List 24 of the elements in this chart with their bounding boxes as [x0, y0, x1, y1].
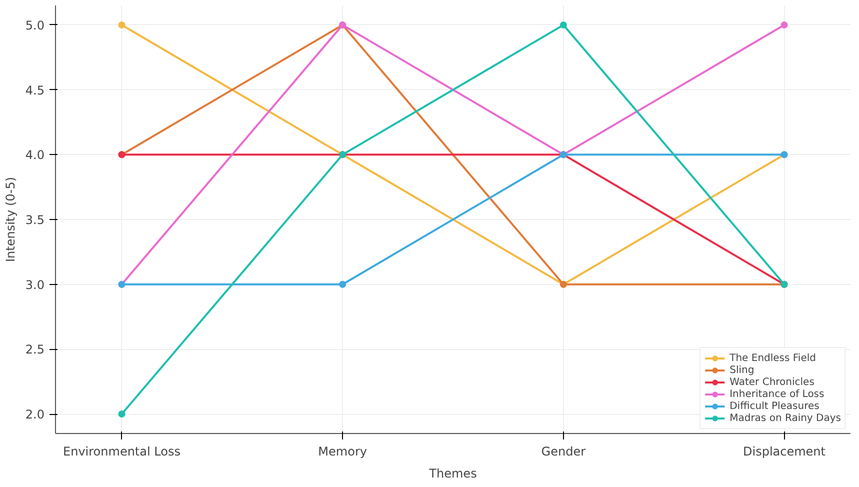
y-tick-label: 2.5	[25, 342, 45, 357]
x-tick-label: Memory	[318, 444, 367, 458]
point	[118, 410, 126, 418]
y-tick-label: 3.0	[25, 278, 45, 292]
legend-label: Difficult Pleasures	[730, 400, 820, 412]
point	[780, 21, 788, 28]
point	[339, 280, 346, 288]
y-axis-title: Intensity (0-5)	[3, 176, 18, 262]
x-axis-title: Themes	[428, 466, 477, 480]
point	[560, 21, 567, 28]
legend-label: The Endless Field	[730, 352, 816, 364]
x-tick-label: Environmental Loss	[63, 444, 180, 458]
legend-label: Water Chronicles	[730, 376, 814, 388]
y-tick-label: 3.5	[25, 213, 45, 227]
point	[118, 21, 126, 28]
legend-label: Madras on Rainy Days	[730, 412, 841, 424]
y-tick-label: 5.0	[25, 18, 45, 32]
legend-label: Inheritance of Loss	[730, 388, 824, 400]
legend-label: Sling	[730, 364, 754, 376]
y-tick-label: 4.5	[25, 83, 45, 98]
y-tick-label: 2.0	[25, 408, 45, 422]
y-tick-label: 4.0	[25, 148, 45, 162]
x-tick-label: Displacement	[743, 444, 826, 458]
x-tick-label: Gender	[541, 444, 586, 458]
